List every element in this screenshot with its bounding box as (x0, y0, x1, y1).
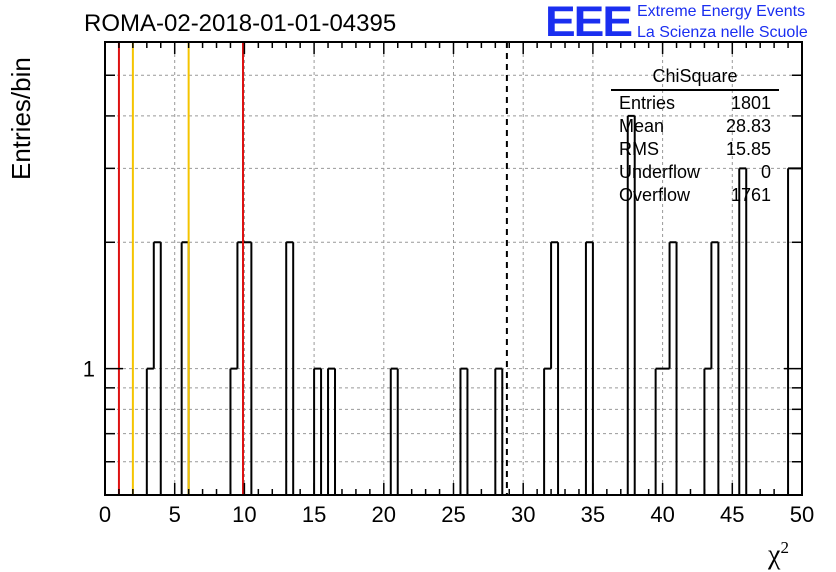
tick-labels: 0 5 10 15 20 25 30 35 40 45 50 1 (83, 357, 814, 527)
x-tick-label: 45 (720, 502, 744, 527)
stats-value: 1761 (730, 185, 771, 205)
y-axis-label: Entries/bin (6, 57, 36, 180)
x-tick-label: 25 (441, 502, 465, 527)
eee-logo-mark: EEE (545, 0, 633, 46)
x-tick-label: 20 (372, 502, 396, 527)
histogram-bin (739, 168, 746, 495)
stats-label: Underflow (619, 162, 701, 182)
x-tick-label: 40 (650, 502, 674, 527)
stats-label: Entries (619, 93, 676, 113)
y-tick-label: 1 (83, 357, 95, 382)
x-tick-label: 5 (169, 502, 181, 527)
histogram-bin (795, 168, 802, 495)
logo-line-2: La Scienza nelle Scuole (637, 24, 808, 41)
stats-box: ChiSquare Entries 1801 Mean 28.83 RMS 15… (611, 66, 779, 207)
stats-row-underflow: Underflow 0 (611, 161, 779, 184)
histogram-bin (788, 168, 795, 495)
stats-row-rms: RMS 15.85 (611, 138, 779, 161)
stats-value: 15.85 (725, 139, 771, 159)
stats-row-mean: Mean 28.83 (611, 115, 779, 138)
x-axis-label: χ2 (768, 538, 789, 571)
x-tick-label: 0 (99, 502, 111, 527)
stats-value: 0 (760, 162, 771, 182)
stats-title: ChiSquare (611, 66, 779, 91)
x-tick-label: 10 (232, 502, 256, 527)
x-tick-label: 30 (511, 502, 535, 527)
grid (105, 42, 802, 495)
axis-ticks (104, 42, 803, 495)
stats-value: 1801 (730, 93, 771, 113)
x-tick-label: 50 (790, 502, 814, 527)
chart-title: ROMA-02-2018-01-01-04395 (84, 10, 397, 37)
stats-row-entries: Entries 1801 (611, 92, 779, 115)
stats-row-overflow: Overflow 1761 (611, 184, 779, 207)
logo-line-1: Extreme Energy Events (637, 3, 806, 20)
x-tick-label: 15 (302, 502, 326, 527)
stats-label: Overflow (619, 185, 691, 205)
stats-value: 28.83 (725, 116, 771, 136)
x-tick-label: 35 (581, 502, 605, 527)
stats-label: Mean (619, 116, 665, 136)
stats-label: RMS (619, 139, 659, 159)
marker-lines (117, 42, 508, 495)
eee-logo: EEE Extreme Energy Events La Scienza nel… (545, 0, 835, 46)
